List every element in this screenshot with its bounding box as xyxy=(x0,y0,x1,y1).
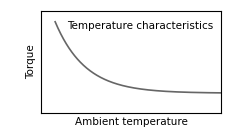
Y-axis label: Torque: Torque xyxy=(26,45,36,79)
Text: Temperature characteristics: Temperature characteristics xyxy=(67,21,212,31)
X-axis label: Ambient temperature: Ambient temperature xyxy=(74,117,187,127)
